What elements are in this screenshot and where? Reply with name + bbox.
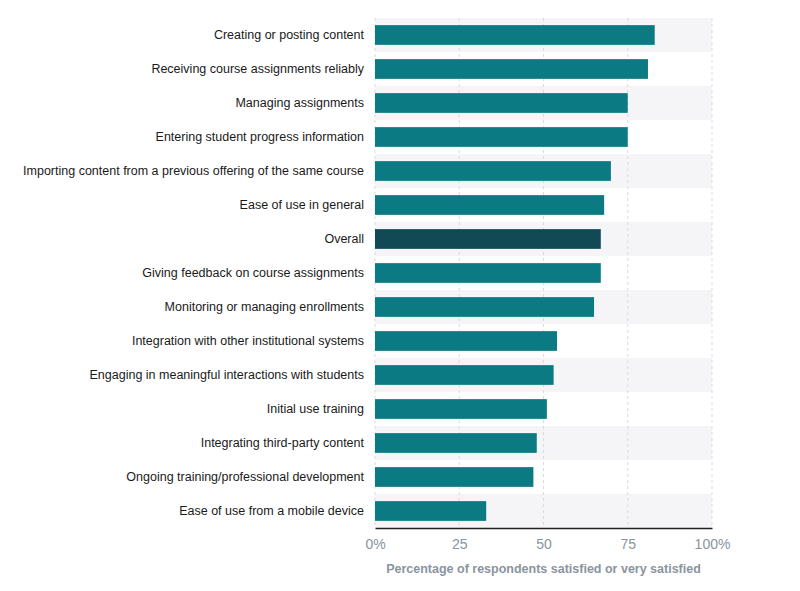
bar: [375, 399, 547, 419]
y-tick: Overall: [324, 232, 375, 246]
bars: [375, 25, 655, 521]
row-stripe: [375, 18, 712, 52]
y-tick: Importing content from a previous offeri…: [23, 164, 375, 178]
bar: [375, 93, 628, 113]
y-tick: Initial use training: [267, 402, 375, 416]
y-tick: Managing assignments: [235, 96, 375, 110]
x-tick-label: 100%: [695, 536, 731, 552]
y-tick: Monitoring or managing enrollments: [165, 300, 375, 314]
x-tick-label: 0%: [365, 536, 385, 552]
x-axis-line: [376, 528, 713, 530]
x-tick: 100%: [695, 528, 731, 552]
row-stripe: [375, 222, 712, 256]
x-tick-label: 25: [452, 536, 468, 552]
bar: [375, 195, 604, 215]
bar: [375, 331, 557, 351]
category-label: Ease of use from a mobile device: [179, 504, 364, 518]
category-label: Engaging in meaningful interactions with…: [90, 368, 364, 382]
y-tick: Integrating third-party content: [201, 436, 375, 450]
chart: 0% 25 50 75 100% Creating or posting content R…: [0, 0, 800, 591]
bar: [375, 365, 554, 385]
y-tick: Ease of use in general: [240, 198, 375, 212]
y-tick: Ongoing training/professional developmen…: [126, 470, 375, 484]
bar: [375, 263, 601, 283]
y-tick: Creating or posting content: [214, 28, 375, 42]
category-label: Ongoing training/professional developmen…: [126, 470, 364, 484]
category-label: Creating or posting content: [214, 28, 365, 42]
category-label: Managing assignments: [235, 96, 364, 110]
x-tick: 75: [620, 528, 636, 552]
bar: [375, 127, 628, 147]
category-label: Initial use training: [267, 402, 364, 416]
y-tick: Giving feedback on course assignments: [142, 266, 375, 280]
x-tick: 50: [536, 528, 552, 552]
category-label: Giving feedback on course assignments: [142, 266, 364, 280]
category-label: Entering student progress information: [156, 130, 364, 144]
bar: [375, 25, 655, 45]
bar: [375, 59, 648, 79]
y-tick: Engaging in meaningful interactions with…: [90, 368, 375, 382]
category-label: Monitoring or managing enrollments: [165, 300, 364, 314]
x-tick-label: 75: [620, 536, 636, 552]
y-axis: Creating or posting content Receiving cou…: [23, 28, 375, 518]
category-label: Integration with other institutional sys…: [132, 334, 364, 348]
bar: [375, 161, 611, 181]
bar: [375, 501, 486, 521]
y-tick: Entering student progress information: [156, 130, 375, 144]
bar: [375, 433, 537, 453]
x-tick-label: 50: [536, 536, 552, 552]
bar: [375, 467, 533, 487]
x-axis: 0% 25 50 75 100%: [365, 528, 730, 552]
y-tick: Receiving course assignments reliably: [151, 62, 375, 76]
grid: [375, 18, 712, 528]
category-label: Integrating third-party content: [201, 436, 365, 450]
x-tick: 0%: [365, 528, 385, 552]
category-label: Ease of use in general: [240, 198, 364, 212]
category-label: Receiving course assignments reliably: [151, 62, 364, 76]
category-label: Importing content from a previous offeri…: [23, 164, 364, 178]
bar: [375, 297, 594, 317]
y-tick: Ease of use from a mobile device: [179, 504, 375, 518]
row-stripes: [375, 18, 712, 528]
category-label: Overall: [324, 232, 364, 246]
grid-line: [712, 18, 713, 528]
bar: [375, 229, 601, 249]
y-tick: Integration with other institutional sys…: [132, 334, 375, 348]
row-stripe: [375, 426, 712, 460]
x-tick: 25: [452, 528, 468, 552]
x-axis-title: Percentage of respondents satisfied or v…: [386, 562, 701, 576]
